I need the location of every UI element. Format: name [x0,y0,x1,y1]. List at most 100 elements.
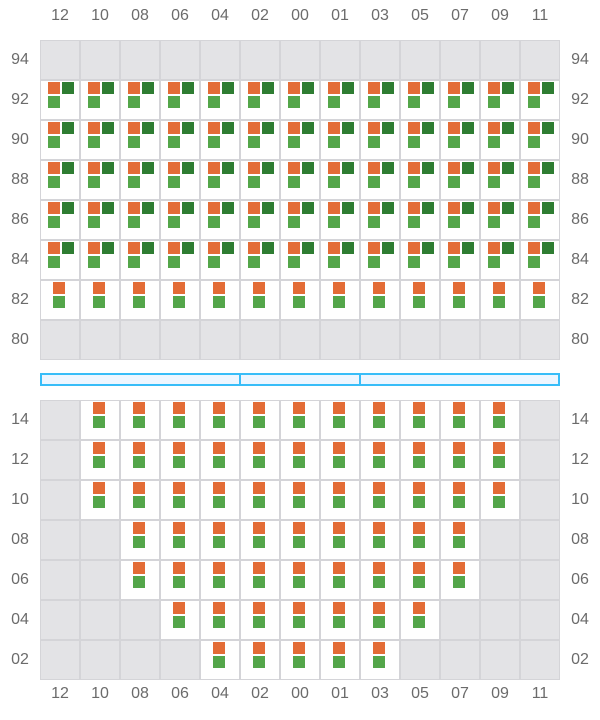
grid-cell[interactable] [320,240,360,280]
grid-cell[interactable] [480,280,520,320]
grid-cell[interactable] [160,240,200,280]
grid-cell[interactable] [160,400,200,440]
grid-cell[interactable] [440,80,480,120]
grid-cell[interactable] [440,440,480,480]
grid-cell[interactable] [480,240,520,280]
grid-cell[interactable] [520,280,560,320]
grid-cell[interactable] [200,200,240,240]
grid-cell[interactable] [200,640,240,680]
grid-cell[interactable] [160,600,200,640]
grid-cell[interactable] [120,440,160,480]
grid-cell[interactable] [240,160,280,200]
grid-cell[interactable] [160,520,200,560]
grid-cell[interactable] [360,640,400,680]
grid-cell[interactable] [280,400,320,440]
grid-cell[interactable] [360,520,400,560]
grid-cell[interactable] [360,560,400,600]
grid-cell[interactable] [440,560,480,600]
grid-cell[interactable] [440,280,480,320]
grid-cell[interactable] [80,80,120,120]
grid-cell[interactable] [200,280,240,320]
grid-cell[interactable] [320,200,360,240]
grid-cell[interactable] [200,240,240,280]
grid-cell[interactable] [520,200,560,240]
grid-cell[interactable] [40,120,80,160]
grid-cell[interactable] [280,80,320,120]
grid-cell[interactable] [40,280,80,320]
grid-cell[interactable] [400,560,440,600]
grid-cell[interactable] [160,80,200,120]
grid-cell[interactable] [520,80,560,120]
grid-cell[interactable] [160,440,200,480]
grid-cell[interactable] [320,120,360,160]
grid-cell[interactable] [160,280,200,320]
grid-cell[interactable] [360,480,400,520]
grid-cell[interactable] [160,560,200,600]
grid-cell[interactable] [120,200,160,240]
grid-cell[interactable] [80,400,120,440]
grid-cell[interactable] [240,280,280,320]
grid-cell[interactable] [360,440,400,480]
grid-cell[interactable] [200,400,240,440]
grid-cell[interactable] [320,560,360,600]
grid-cell[interactable] [440,520,480,560]
grid-cell[interactable] [280,160,320,200]
grid-cell[interactable] [480,400,520,440]
grid-cell[interactable] [320,160,360,200]
grid-cell[interactable] [240,600,280,640]
grid-cell[interactable] [280,600,320,640]
grid-cell[interactable] [480,160,520,200]
grid-cell[interactable] [400,240,440,280]
grid-cell[interactable] [360,160,400,200]
grid-cell[interactable] [400,280,440,320]
grid-cell[interactable] [280,520,320,560]
divider-segment-left[interactable] [40,373,241,386]
grid-cell[interactable] [200,160,240,200]
divider-segment-middle[interactable] [239,373,361,386]
grid-cell[interactable] [440,480,480,520]
grid-cell[interactable] [200,80,240,120]
grid-cell[interactable] [320,520,360,560]
grid-cell[interactable] [80,240,120,280]
grid-cell[interactable] [240,440,280,480]
grid-cell[interactable] [320,480,360,520]
grid-cell[interactable] [240,120,280,160]
grid-cell[interactable] [40,240,80,280]
grid-cell[interactable] [440,240,480,280]
grid-cell[interactable] [120,80,160,120]
grid-cell[interactable] [120,400,160,440]
grid-cell[interactable] [280,480,320,520]
grid-cell[interactable] [400,200,440,240]
grid-cell[interactable] [200,480,240,520]
grid-cell[interactable] [120,240,160,280]
grid-cell[interactable] [120,120,160,160]
grid-cell[interactable] [360,600,400,640]
grid-cell[interactable] [120,480,160,520]
grid-cell[interactable] [280,240,320,280]
grid-cell[interactable] [400,120,440,160]
grid-cell[interactable] [480,120,520,160]
grid-cell[interactable] [360,400,400,440]
grid-cell[interactable] [200,600,240,640]
grid-cell[interactable] [440,120,480,160]
grid-cell[interactable] [80,480,120,520]
grid-cell[interactable] [80,280,120,320]
grid-cell[interactable] [120,520,160,560]
grid-cell[interactable] [480,440,520,480]
grid-cell[interactable] [40,200,80,240]
grid-cell[interactable] [400,520,440,560]
grid-cell[interactable] [400,160,440,200]
grid-cell[interactable] [240,240,280,280]
grid-cell[interactable] [200,120,240,160]
grid-cell[interactable] [400,600,440,640]
grid-cell[interactable] [320,600,360,640]
grid-cell[interactable] [520,240,560,280]
grid-cell[interactable] [160,160,200,200]
grid-cell[interactable] [400,480,440,520]
grid-cell[interactable] [280,640,320,680]
grid-cell[interactable] [360,280,400,320]
grid-cell[interactable] [160,480,200,520]
grid-cell[interactable] [280,560,320,600]
grid-cell[interactable] [400,80,440,120]
grid-cell[interactable] [80,120,120,160]
